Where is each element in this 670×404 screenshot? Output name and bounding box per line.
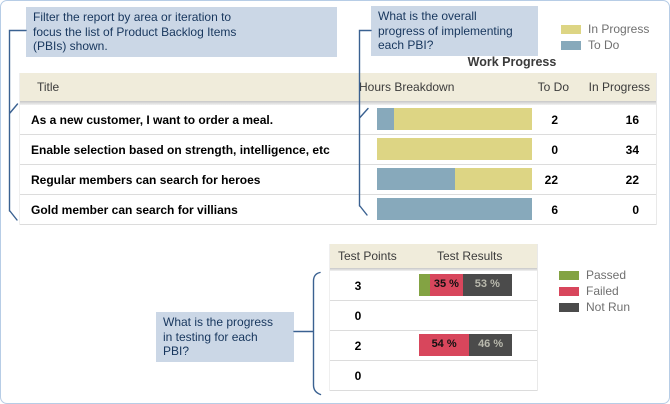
- pbi-title: Enable selection based on strength, inte…: [31, 143, 330, 157]
- to-do-value: 22: [544, 173, 558, 187]
- pbi-title: Gold member can search for villians: [31, 203, 238, 217]
- legend-item-in-progress: In Progress: [561, 21, 649, 37]
- callout-overall-progress-note: What is the overall progress of implemen…: [371, 6, 538, 56]
- hours-breakdown-bar: [377, 198, 532, 220]
- table-row: 3 35 % 53 %: [330, 271, 537, 301]
- column-header-to-do: To Do: [537, 80, 569, 94]
- to-do-bar-segment: [377, 198, 532, 220]
- in-progress-value: 16: [625, 113, 639, 127]
- test-points-value: 0: [354, 309, 362, 323]
- in-progress-swatch-icon: [561, 24, 581, 34]
- work-progress-table: Title Hours Breakdown To Do In Progress …: [19, 73, 657, 225]
- callout-testing-progress-note: What is the progress in testing for each…: [156, 312, 294, 362]
- column-header-hours-breakdown: Hours Breakdown: [359, 80, 455, 94]
- to-do-swatch-icon: [561, 40, 581, 50]
- failed-bar-segment: 54 %: [419, 334, 470, 356]
- to-do-bar-segment: [377, 108, 395, 130]
- legend-item-passed: Passed: [559, 267, 630, 283]
- test-results-bar: 54 % 46 %: [419, 334, 512, 356]
- hours-breakdown-bar: [377, 108, 532, 130]
- column-header-in-progress: In Progress: [588, 80, 650, 94]
- not-run-percent-label: 53 %: [474, 278, 500, 290]
- table-row: 0: [330, 361, 537, 391]
- test-points-value: 3: [354, 279, 362, 293]
- table-row: 0: [330, 301, 537, 331]
- test-results-bar: 35 % 53 %: [419, 274, 512, 296]
- table-row: Gold member can search for villians 6 0: [20, 195, 656, 225]
- test-results-legend: Passed Failed Not Run: [559, 267, 630, 315]
- test-table-header: Test Points Test Results: [330, 244, 537, 268]
- table-row: Enable selection based on strength, inte…: [20, 135, 656, 165]
- column-header-test-points: Test Points: [338, 249, 397, 263]
- in-progress-bar-segment: [454, 168, 532, 190]
- to-do-value: 6: [551, 203, 558, 217]
- hours-breakdown-bar: [377, 168, 532, 190]
- test-points-value: 2: [354, 339, 362, 353]
- table-row: Regular members can search for heroes 22…: [20, 165, 656, 195]
- testing-callout-bracket: [293, 271, 322, 396]
- to-do-value: 2: [551, 113, 558, 127]
- test-progress-table: Test Points Test Results 3 35 % 53 % 0 2…: [329, 244, 538, 391]
- legend-item-to-do: To Do: [561, 37, 649, 53]
- in-progress-bar-segment: [394, 108, 532, 130]
- not-run-bar-segment: 53 %: [462, 274, 512, 296]
- pbi-title: Regular members can search for heroes: [31, 173, 261, 187]
- legend-label: In Progress: [588, 22, 650, 36]
- failed-percent-label: 54 %: [431, 338, 457, 350]
- pbi-title: As a new customer, I want to order a mea…: [31, 113, 274, 127]
- legend-item-failed: Failed: [559, 283, 630, 299]
- in-progress-value: 34: [625, 143, 639, 157]
- hours-breakdown-bar: [377, 138, 532, 160]
- legend-label: Passed: [586, 268, 627, 282]
- in-progress-bar-segment: [377, 138, 532, 160]
- work-progress-title: Work Progress: [467, 55, 557, 69]
- header-shadow: [330, 268, 537, 271]
- not-run-percent-label: 46 %: [478, 338, 504, 350]
- test-points-value: 0: [354, 369, 362, 383]
- to-do-value: 0: [551, 143, 558, 157]
- legend-label: To Do: [588, 38, 620, 52]
- column-header-title: Title: [37, 80, 60, 94]
- header-shadow: [20, 101, 656, 105]
- passed-swatch-icon: [559, 270, 579, 280]
- legend-label: Not Run: [586, 300, 631, 314]
- work-progress-legend: In Progress To Do: [561, 21, 649, 53]
- failed-bar-segment: 35 %: [430, 274, 463, 296]
- not-run-bar-segment: 46 %: [469, 334, 512, 356]
- failed-percent-label: 35 %: [433, 278, 459, 290]
- in-progress-value: 22: [625, 173, 639, 187]
- table-row: 2 54 % 46 %: [330, 331, 537, 361]
- work-table-header: Title Hours Breakdown To Do In Progress: [20, 73, 656, 101]
- column-header-test-results: Test Results: [437, 249, 503, 263]
- to-do-bar-segment: [377, 168, 455, 190]
- not-run-swatch-icon: [559, 302, 579, 312]
- legend-item-not-run: Not Run: [559, 299, 630, 315]
- failed-swatch-icon: [559, 286, 579, 296]
- passed-bar-segment: [419, 274, 431, 296]
- callout-filter-note: Filter the report by area or iteration t…: [26, 7, 337, 57]
- in-progress-value: 0: [632, 203, 639, 217]
- legend-label: Failed: [586, 284, 619, 298]
- table-row: As a new customer, I want to order a mea…: [20, 105, 656, 135]
